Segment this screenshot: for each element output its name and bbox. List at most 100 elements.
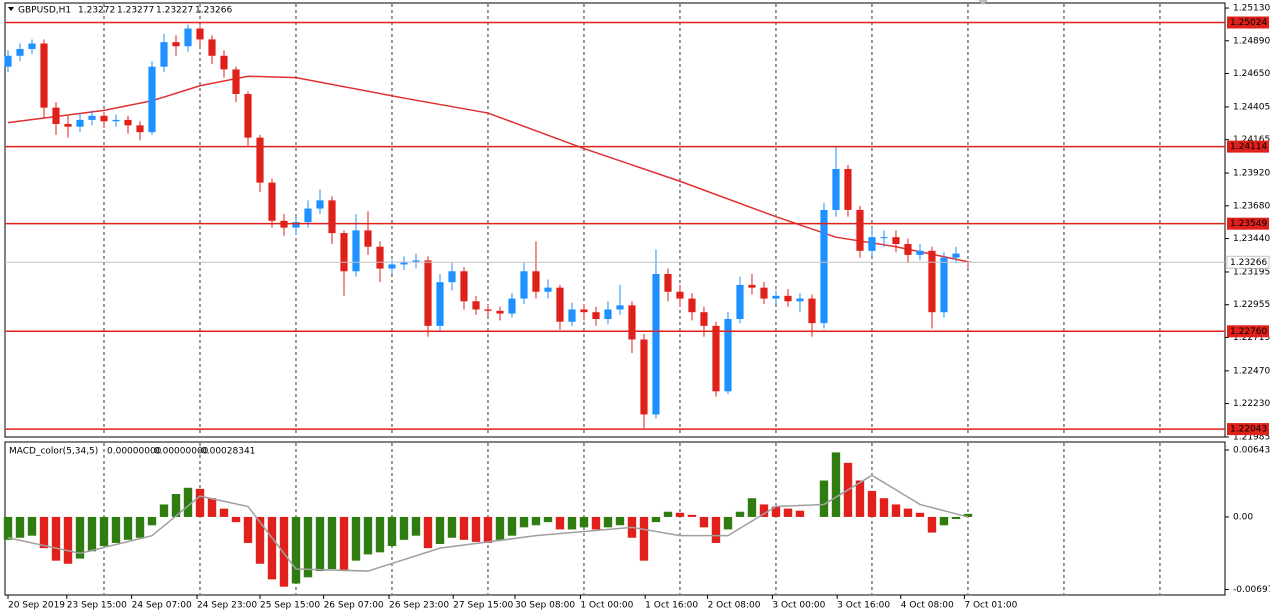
macd-bar: [111, 516, 121, 543]
macd-bar: [423, 516, 433, 549]
macd-bar: [171, 494, 181, 517]
candle-body: [532, 271, 540, 292]
candle-body: [304, 208, 312, 223]
candle-body: [376, 246, 384, 269]
candle-body: [820, 209, 828, 324]
macd-bar: [411, 516, 421, 536]
x-tick-label: 1 Oct 00:00: [580, 601, 633, 611]
candle-body: [412, 260, 420, 262]
candle-body: [508, 298, 516, 314]
candle-body: [544, 287, 552, 292]
macd-bar: [363, 516, 373, 555]
x-tick-label: 4 Oct 08:00: [901, 601, 954, 611]
macd-bar: [231, 516, 241, 523]
candle-body: [580, 309, 588, 313]
candle-body: [484, 309, 492, 311]
level-label: 1.24114: [1230, 142, 1267, 152]
macd-bar: [747, 498, 757, 517]
menu-arrow[interactable]: [8, 7, 14, 11]
candle-body: [640, 339, 648, 415]
candle-body: [256, 137, 264, 183]
ohlc-low: 1.23227: [156, 6, 193, 16]
macd-bar: [591, 516, 601, 530]
macd-bar: [39, 516, 49, 549]
candle-body: [736, 284, 744, 320]
candle-body: [160, 42, 168, 67]
macd-bar: [207, 498, 217, 517]
macd-bar: [891, 504, 901, 517]
macd-bar: [339, 516, 349, 572]
x-tick-label: 20 Sep 2019: [8, 601, 65, 611]
y-tick-label: 1.23440: [1233, 234, 1270, 244]
candle-body: [928, 250, 936, 313]
candle-body: [28, 43, 36, 49]
macd-bar: [279, 516, 289, 587]
candle-body: [436, 282, 444, 326]
macd-bar: [483, 516, 493, 543]
macd-value: 0.00000000: [154, 447, 209, 457]
macd-bar: [399, 516, 409, 540]
macd-bar: [315, 516, 325, 572]
level-label: 1.22760: [1230, 327, 1267, 337]
candle-body: [892, 237, 900, 245]
macd-bar: [75, 516, 85, 559]
level-label: 1.22043: [1230, 425, 1267, 435]
x-tick-label: 25 Sep 15:00: [260, 601, 320, 611]
macd-bar: [819, 480, 829, 517]
macd-bar: [579, 516, 589, 528]
y-tick-label: 1.25130: [1233, 4, 1270, 14]
macd-bar: [951, 516, 961, 520]
x-tick-label: 7 Oct 01:00: [964, 601, 1017, 611]
x-tick-label: 2 Oct 08:00: [708, 601, 761, 611]
macd-bar: [783, 508, 793, 517]
candle-body: [64, 123, 72, 127]
candle-body: [232, 69, 240, 94]
candle-body: [388, 264, 396, 269]
candle-body: [568, 309, 576, 322]
x-tick-label: 3 Oct 16:00: [837, 601, 890, 611]
candle-body: [208, 39, 216, 56]
macd-bar: [243, 516, 253, 543]
macd-bar: [51, 516, 61, 561]
macd-bar: [759, 504, 769, 517]
candle-body: [52, 107, 60, 124]
macd-bar: [291, 516, 301, 584]
level-box: [1227, 217, 1269, 230]
x-tick-label: 23 Sep 15:00: [67, 601, 127, 611]
macd-bar: [351, 516, 361, 561]
macd-bar: [903, 508, 913, 517]
bid-label: 1.23266: [1230, 258, 1267, 268]
x-tick-label: 27 Sep 15:00: [453, 601, 513, 611]
candle-body: [784, 295, 792, 302]
macd-bar: [471, 516, 481, 542]
macd-bar: [435, 516, 445, 544]
candle-body: [628, 305, 636, 340]
candle-body: [88, 115, 96, 120]
candle-body: [880, 237, 888, 239]
macd-bar: [147, 516, 157, 526]
candle-body: [856, 209, 864, 251]
candle-body: [4, 55, 12, 67]
macd-bar: [831, 452, 841, 517]
macd-bar: [195, 488, 205, 517]
candle-body: [316, 200, 324, 209]
y-tick-label: 1.24165: [1233, 135, 1270, 145]
x-tick-label: 26 Sep 23:00: [389, 601, 449, 611]
macd-bar: [663, 511, 673, 517]
macd-bar: [639, 516, 649, 561]
macd-bar: [555, 516, 565, 530]
macd-bar: [687, 514, 697, 517]
x-tick-label: 3 Oct 00:00: [772, 601, 825, 611]
chart-title: GBPUSD,H1: [18, 6, 71, 16]
macd-bar: [507, 516, 517, 536]
candle-body: [808, 298, 816, 324]
macd-bar: [123, 516, 133, 540]
macd-bar: [675, 512, 685, 517]
candle-body: [520, 271, 528, 299]
macd-bar: [447, 516, 457, 538]
macd-bar: [603, 516, 613, 528]
macd-bar: [711, 516, 721, 543]
shift-marker: [978, 0, 988, 5]
candle-body: [904, 244, 912, 255]
